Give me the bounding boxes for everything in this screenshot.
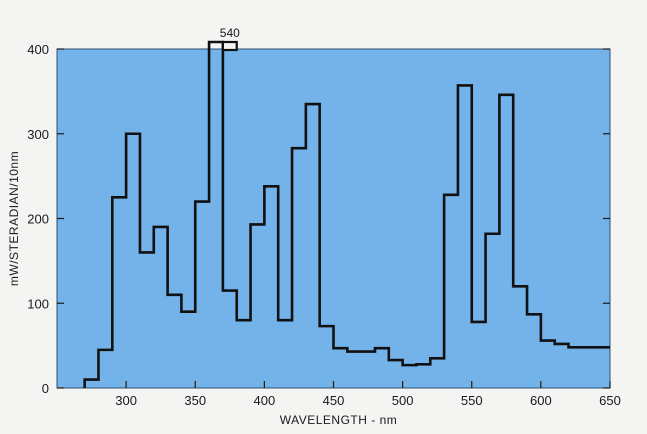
x-tick-label: 650	[599, 393, 621, 408]
x-tick-label: 600	[530, 393, 552, 408]
y-axis-title: mW/STERADIAN/10nm	[7, 151, 21, 286]
x-tick-label: 350	[184, 393, 206, 408]
x-axis-title: WAVELENGTH - nm	[280, 413, 398, 427]
x-tick-label: 300	[115, 393, 137, 408]
x-tick-label: 550	[461, 393, 483, 408]
series-line	[83, 40, 610, 388]
y-tick-label: 300	[27, 127, 49, 142]
x-tick-label: 400	[254, 393, 276, 408]
peak-value-label: 540	[220, 26, 240, 40]
annotation-layer: 540	[220, 26, 240, 52]
y-tick-label: 0	[42, 381, 49, 396]
y-axis-ticks: 0 100 200 300 400	[27, 42, 610, 396]
x-tick-label: 500	[392, 393, 414, 408]
y-tick-label: 200	[27, 212, 49, 227]
y-tick-label: 100	[27, 296, 49, 311]
x-axis-ticks: 300 350 400 450 500 550 600 650	[115, 381, 621, 408]
off-scale-peak-marker	[221, 40, 238, 52]
x-tick-label: 450	[323, 393, 345, 408]
y-tick-label: 400	[27, 42, 49, 57]
